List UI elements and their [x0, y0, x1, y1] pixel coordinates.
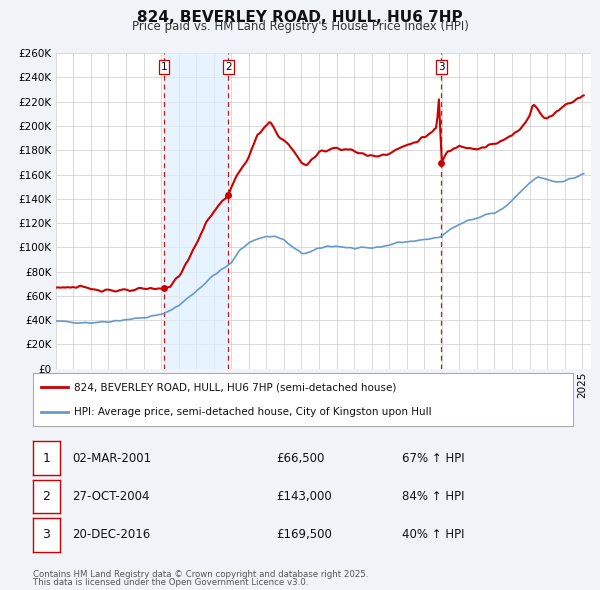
Text: 1: 1 [161, 63, 167, 73]
Text: 02-MAR-2001: 02-MAR-2001 [72, 451, 151, 465]
Text: 67% ↑ HPI: 67% ↑ HPI [402, 451, 464, 465]
Text: 20-DEC-2016: 20-DEC-2016 [72, 528, 150, 542]
Text: £66,500: £66,500 [276, 451, 325, 465]
Text: 824, BEVERLEY ROAD, HULL, HU6 7HP: 824, BEVERLEY ROAD, HULL, HU6 7HP [137, 10, 463, 25]
Text: £143,000: £143,000 [276, 490, 332, 503]
Text: 3: 3 [43, 528, 50, 542]
Text: 1: 1 [43, 451, 50, 465]
Text: 40% ↑ HPI: 40% ↑ HPI [402, 528, 464, 542]
Text: 3: 3 [438, 63, 445, 73]
Text: 824, BEVERLEY ROAD, HULL, HU6 7HP (semi-detached house): 824, BEVERLEY ROAD, HULL, HU6 7HP (semi-… [74, 382, 396, 392]
Text: 2: 2 [43, 490, 50, 503]
Text: Contains HM Land Registry data © Crown copyright and database right 2025.: Contains HM Land Registry data © Crown c… [33, 571, 368, 579]
Text: Price paid vs. HM Land Registry's House Price Index (HPI): Price paid vs. HM Land Registry's House … [131, 20, 469, 33]
Text: £169,500: £169,500 [276, 528, 332, 542]
Text: 2: 2 [225, 63, 232, 73]
Text: HPI: Average price, semi-detached house, City of Kingston upon Hull: HPI: Average price, semi-detached house,… [74, 407, 431, 417]
Text: 84% ↑ HPI: 84% ↑ HPI [402, 490, 464, 503]
Text: 27-OCT-2004: 27-OCT-2004 [72, 490, 149, 503]
Text: This data is licensed under the Open Government Licence v3.0.: This data is licensed under the Open Gov… [33, 578, 308, 587]
Bar [164, 53, 228, 369]
